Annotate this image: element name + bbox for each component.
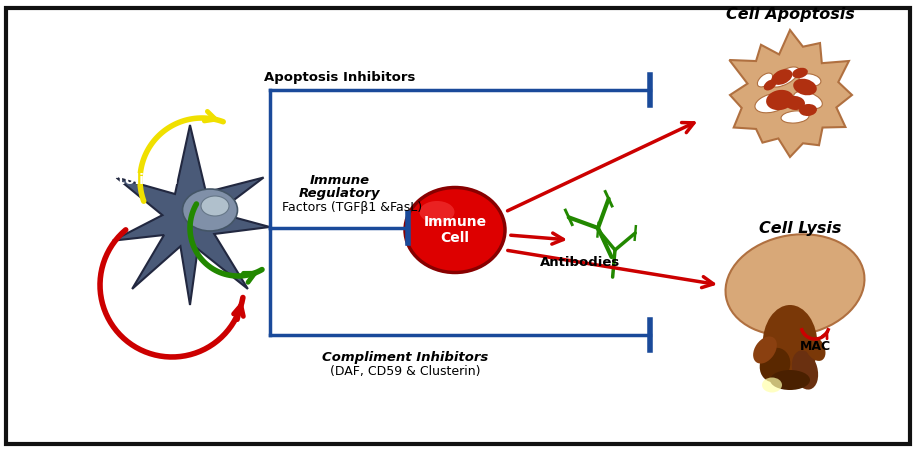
Text: Antibodies: Antibodies [540, 256, 621, 269]
Text: Compliment Inhibitors: Compliment Inhibitors [322, 351, 488, 364]
Ellipse shape [793, 79, 817, 95]
Ellipse shape [757, 73, 773, 87]
Ellipse shape [794, 91, 823, 109]
Text: Immune: Immune [310, 174, 370, 186]
Text: (DAF, CD59 & Clusterin): (DAF, CD59 & Clusterin) [330, 365, 480, 378]
Ellipse shape [762, 378, 782, 392]
FancyBboxPatch shape [6, 8, 910, 444]
Ellipse shape [767, 90, 794, 110]
Ellipse shape [763, 305, 818, 385]
Ellipse shape [420, 201, 454, 223]
Ellipse shape [771, 67, 800, 87]
Ellipse shape [804, 335, 825, 361]
Polygon shape [730, 30, 852, 157]
Text: Factors (TGFβ1 &FasL): Factors (TGFβ1 &FasL) [282, 202, 422, 215]
Ellipse shape [201, 196, 229, 216]
Polygon shape [113, 125, 270, 305]
Ellipse shape [755, 93, 789, 113]
Ellipse shape [725, 234, 865, 336]
Ellipse shape [764, 80, 777, 90]
Ellipse shape [770, 370, 810, 390]
Text: Immune
Cell: Immune Cell [423, 215, 487, 245]
Ellipse shape [772, 69, 792, 85]
Ellipse shape [792, 68, 808, 78]
Text: Apoptosis Inhibitors: Apoptosis Inhibitors [264, 72, 416, 85]
Ellipse shape [799, 104, 817, 116]
Text: MAC: MAC [800, 341, 831, 354]
Text: Regulatory: Regulatory [299, 188, 381, 201]
Text: Cell Apoptosis: Cell Apoptosis [725, 8, 855, 22]
Ellipse shape [799, 74, 821, 86]
Ellipse shape [405, 188, 505, 273]
Ellipse shape [753, 337, 777, 364]
Text: Sertoli Cell: Sertoli Cell [92, 173, 178, 187]
Ellipse shape [183, 189, 238, 231]
Text: Cell Lysis: Cell Lysis [759, 220, 841, 235]
Ellipse shape [781, 111, 809, 123]
Ellipse shape [792, 351, 818, 390]
Ellipse shape [760, 348, 790, 382]
Ellipse shape [785, 96, 805, 110]
